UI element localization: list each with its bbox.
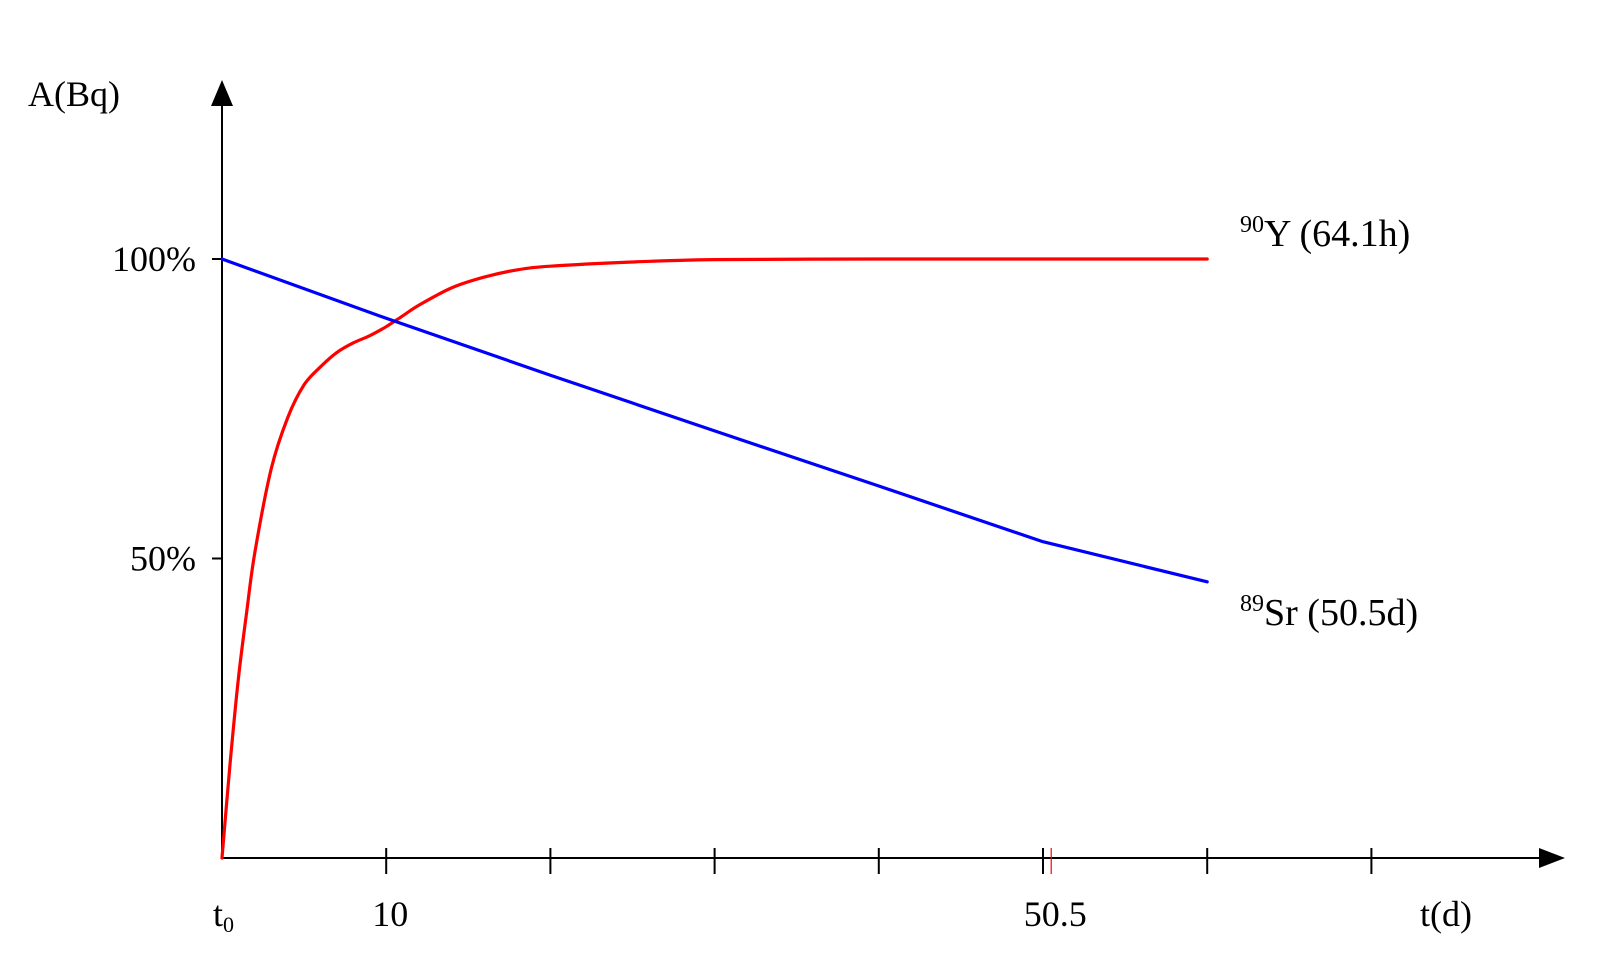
x-tick-label-1: 10	[372, 894, 408, 934]
series-line-1	[220, 257, 1209, 584]
x-axis-title: t(d)	[1420, 894, 1472, 934]
x-tick-label-text-1: 10	[372, 894, 408, 934]
y-axis-arrow	[211, 80, 233, 106]
x-tick-label-sub-0: 0	[223, 912, 234, 937]
y-tick-label-0: 100%	[112, 239, 196, 279]
y-tick-label-1: 50%	[130, 539, 196, 579]
labels: A(Bq) t(d) 100% 50% t0 10 50.5 90Y (64.1h) 89Sr …	[28, 74, 1472, 937]
y-axis-title: A(Bq)	[28, 74, 120, 114]
series-label-sup-0: 90	[1240, 212, 1264, 238]
series-label-name-0: Y (64.1h)	[1264, 213, 1410, 255]
series-group	[220, 257, 1209, 860]
x-axis-arrow	[1539, 848, 1565, 868]
x-tick-label-2: 50.5	[1024, 894, 1087, 934]
series-label-name-1: Sr (50.5d)	[1264, 592, 1418, 634]
x-tick-label-text-2: 50.5	[1024, 894, 1087, 934]
series-label-sup-1: 89	[1240, 591, 1264, 617]
axes	[211, 80, 1565, 868]
series-line-0	[220, 257, 1209, 860]
ticks	[212, 258, 1373, 874]
x-tick-label-0: t0	[213, 894, 234, 937]
x-tick-label-text-0: t	[213, 894, 223, 934]
series-label-1: 89Sr (50.5d)	[1240, 591, 1418, 634]
series-label-0: 90Y (64.1h)	[1240, 212, 1410, 255]
